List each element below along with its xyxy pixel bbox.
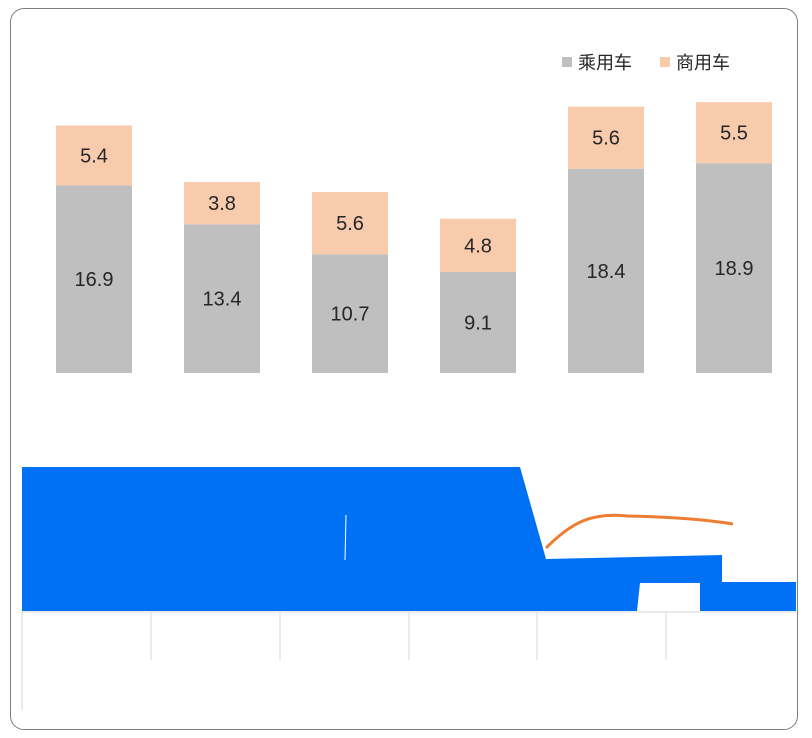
data-label-commercial-4: 5.6	[592, 128, 620, 150]
data-label-passenger-3: 9.1	[464, 312, 492, 334]
data-label-passenger-0: 16.9	[75, 269, 114, 291]
data-label-passenger-1: 13.4	[203, 289, 242, 311]
legend-item-commercial: 商用车	[660, 49, 730, 75]
bar-commercial-3	[440, 218, 516, 272]
bar-passenger-1	[184, 224, 260, 373]
data-label-passenger-5: 18.9	[715, 258, 754, 280]
data-label-passenger-2: 10.7	[331, 304, 370, 326]
legend-item-passenger: 乘用车	[562, 49, 632, 75]
blue-overlay-main	[22, 467, 722, 611]
bars-group: 16.9 5.4 13.4 3.8 10.7 5.6 9.1 4.8 18.4 5.6 18.9 5.…	[56, 102, 772, 373]
bar-commercial-2	[312, 192, 388, 255]
bar-passenger-3	[440, 271, 516, 373]
bar-passenger-4	[568, 168, 644, 373]
bar-passenger-0	[56, 185, 132, 373]
bar-passenger-5	[696, 163, 772, 373]
bar-passenger-2	[312, 254, 388, 373]
bar-commercial-0	[56, 125, 132, 186]
data-label-commercial-2: 5.6	[336, 213, 364, 235]
legend: 乘用车 商用车	[562, 49, 730, 75]
lower-panel	[21, 467, 796, 710]
bar-commercial-1	[184, 182, 260, 225]
bar-commercial-4	[568, 106, 644, 169]
legend-label-passenger: 乘用车	[578, 53, 632, 74]
legend-swatch-passenger	[562, 57, 572, 67]
blue-overlay-gap	[344, 514, 347, 561]
data-label-commercial-0: 5.4	[80, 145, 108, 167]
legend-label-commercial: 商用车	[676, 53, 730, 74]
bar-commercial-5	[696, 102, 772, 164]
orange-curve	[544, 513, 734, 550]
legend-swatch-commercial	[660, 57, 670, 67]
data-label-commercial-1: 3.8	[208, 193, 236, 215]
blue-overlay-right	[722, 582, 796, 611]
data-label-commercial-5: 5.5	[720, 123, 748, 145]
data-label-commercial-3: 4.8	[464, 235, 492, 257]
data-label-passenger-4: 18.4	[587, 261, 626, 283]
